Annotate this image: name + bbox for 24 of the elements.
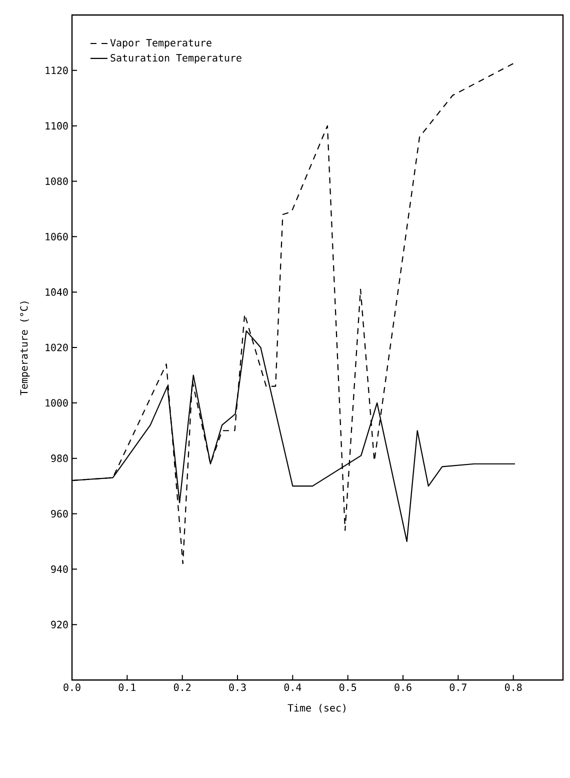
y-tick-label: 1000 [46, 399, 68, 407]
x-tick-label: 0.3 [229, 684, 246, 692]
y-axis-title: Temperature (°C) [20, 302, 30, 396]
y-tick-label: 1100 [46, 122, 68, 130]
y-tick-label: 1020 [46, 344, 68, 352]
y-tick-label: 920 [51, 620, 68, 628]
x-tick-label: 0.5 [339, 684, 356, 692]
x-axis-title: Time (sec) [288, 704, 346, 713]
x-tick-label: 0.2 [174, 684, 190, 692]
y-tick-label: 980 [51, 454, 68, 462]
x-tick-label: 0.0 [64, 684, 80, 692]
y-tick-label: 1040 [46, 288, 68, 296]
y-tick-label: 1060 [46, 232, 68, 240]
x-tick-label: 0.7 [450, 684, 466, 692]
x-tick-label: 0.6 [394, 684, 412, 692]
x-tick-label: 0.8 [504, 684, 522, 692]
y-tick-label: 1080 [46, 177, 68, 186]
y-tick-label: 940 [51, 565, 68, 573]
legend-label: Vapor Temperature [110, 39, 212, 48]
x-tick-label: 0.4 [284, 684, 302, 692]
y-tick-label: 1120 [46, 66, 68, 74]
x-tick-label: 0.1 [118, 684, 136, 692]
legend-label: Saturation Temperature [110, 54, 242, 64]
y-tick-label: 960 [51, 510, 68, 518]
